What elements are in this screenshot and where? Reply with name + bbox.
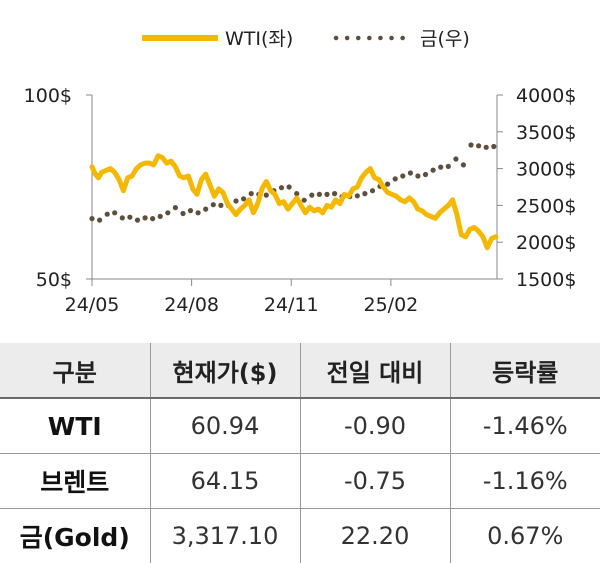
row-name: WTI [0,398,150,454]
gold-point [188,208,193,213]
chart: WTI(좌) 금(우) 100$ 50$ 4000$ 3500$ 3000$ 2500$ 2… [0,0,600,330]
row-rate: 0.67% [450,509,600,563]
y-right-tick-label: 4000$ [516,85,576,107]
gold-point [196,210,201,215]
gold-point [393,176,398,181]
header-current-price: 현재가($) [150,343,300,398]
x-tick-label: 24/08 [164,294,219,316]
y-right-tick-label: 2000$ [516,232,576,254]
row-change: -0.75 [300,454,450,509]
gold-point [400,173,405,178]
gold-point [150,216,155,221]
gold-point [294,191,299,196]
gold-point [264,193,269,198]
gold-point [423,172,428,177]
gold-point [211,202,216,207]
table-header-row: 구분 현재가($) 전일 대비 등락률 [0,343,600,398]
y-right-tick-label: 3500$ [516,122,576,144]
gold-point [408,170,413,175]
gold-point [233,198,238,203]
legend-label-wti: WTI(좌) [225,28,293,50]
row-rate: -1.16% [450,454,600,509]
gold-point [385,182,390,187]
gold-point [431,168,436,173]
gold-point [89,216,94,221]
gold-series [89,142,496,222]
y-left-tick-label: 100$ [24,85,72,107]
gold-point [135,218,140,223]
row-rate: -1.46% [450,398,600,454]
row-price: 3,317.10 [150,509,300,563]
table-row: WTI 60.94 -0.90 -1.46% [0,398,600,454]
header-category: 구분 [0,343,150,398]
header-change-rate: 등락률 [450,343,600,398]
y-right-tick-label: 3000$ [516,159,576,181]
gold-point [165,210,170,215]
legend: WTI(좌) 금(우) [142,28,470,50]
gold-point [370,188,375,193]
legend-label-gold: 금(우) [420,28,470,50]
row-name: 브렌트 [0,454,150,509]
table-row: 브렌트 64.15 -0.75 -1.16% [0,454,600,509]
gold-point [302,198,307,203]
gold-point [309,193,314,198]
x-tick-label: 25/02 [363,294,418,316]
row-name: 금(Gold) [0,509,150,563]
price-table: 구분 현재가($) 전일 대비 등락률 WTI 60.94 -0.90 -1.4… [0,343,600,563]
gold-point [279,185,284,190]
gold-point [324,192,329,197]
x-tick-label: 24/11 [264,294,319,316]
y-right-tick-label: 2500$ [516,195,576,217]
gold-point [203,207,208,212]
gold-point [468,142,473,147]
gold-point [218,203,223,208]
gold-point [97,218,102,223]
y-left-tick-label: 50$ [36,269,72,291]
gold-point [180,211,185,216]
gold-point [355,193,360,198]
row-change: -0.90 [300,398,450,454]
x-tick-label: 24/05 [65,294,120,316]
gold-point [120,215,125,220]
row-price: 60.94 [150,398,300,454]
row-price: 64.15 [150,454,300,509]
table-row: 금(Gold) 3,317.10 22.20 0.67% [0,509,600,563]
gold-point [173,205,178,210]
gold-point [415,173,420,178]
gold-point [491,144,496,149]
gold-point [317,192,322,197]
gold-point [446,164,451,169]
gold-point [158,214,163,219]
gold-point [112,210,117,215]
header-change: 전일 대비 [300,343,450,398]
gold-point [438,165,443,170]
gold-point [484,145,489,150]
gold-point [249,191,254,196]
gold-point [105,212,110,217]
y-right-tick-label: 1500$ [516,269,576,291]
gold-point [476,143,481,148]
gold-point [453,156,458,161]
gold-point [127,215,132,220]
gold-point [143,215,148,220]
gold-point [332,191,337,196]
gold-point [461,162,466,167]
row-change: 22.20 [300,509,450,563]
gold-point [287,184,292,189]
gold-point [362,191,367,196]
